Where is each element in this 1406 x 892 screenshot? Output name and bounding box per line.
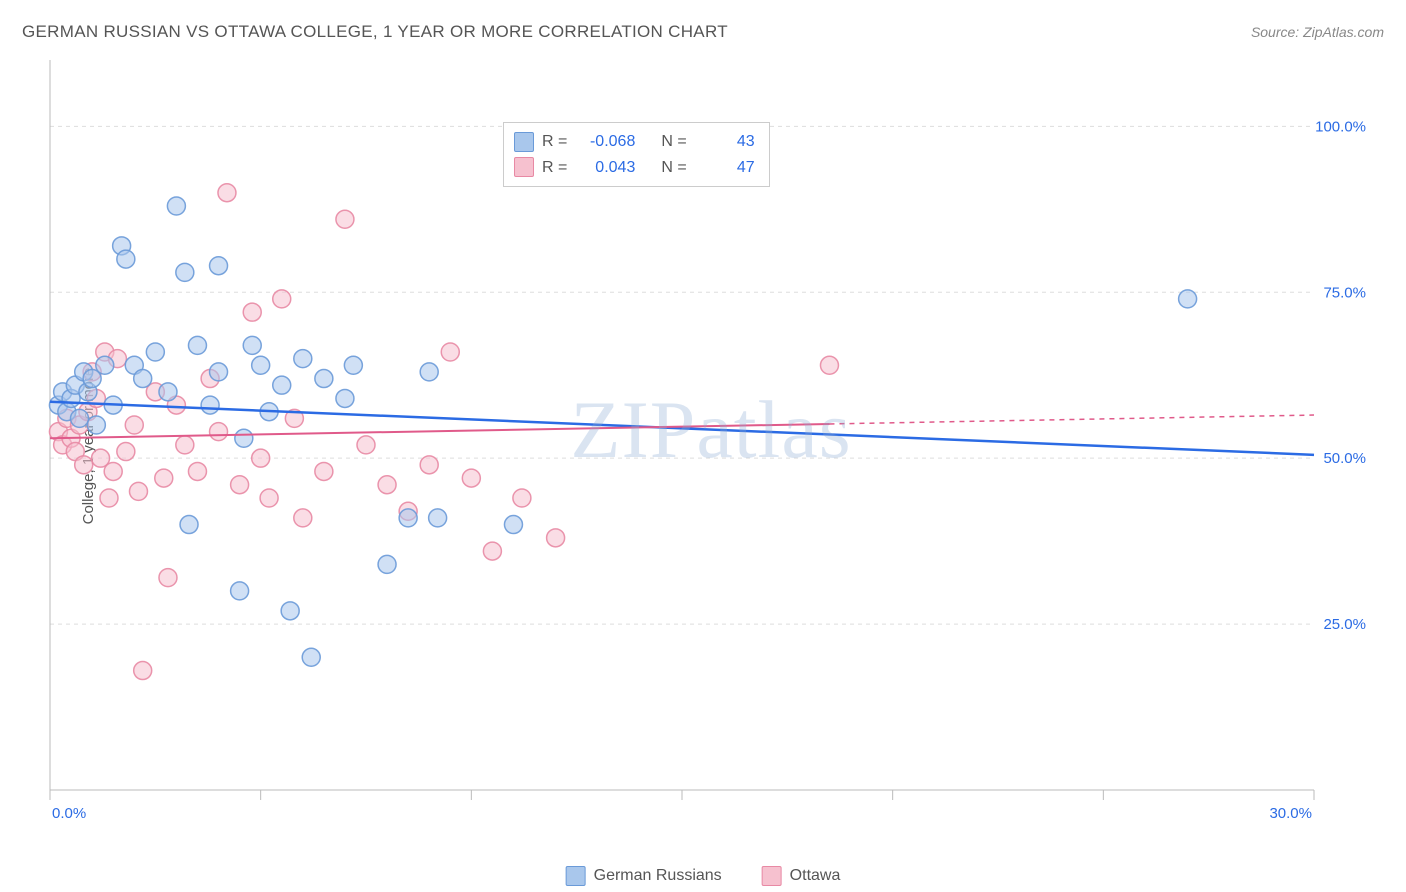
correlation-stats-box: R = -0.068 N = 43 R = 0.043 N = 47	[503, 122, 770, 187]
n-value-series1: 43	[695, 129, 755, 155]
swatch-series1	[566, 866, 586, 886]
swatch-series2	[514, 157, 534, 177]
legend-item-series1: German Russians	[566, 866, 722, 886]
stats-row-series1: R = -0.068 N = 43	[514, 129, 755, 155]
r-label: R =	[542, 155, 567, 181]
legend: German Russians Ottawa	[566, 866, 841, 886]
chart-title: GERMAN RUSSIAN VS OTTAWA COLLEGE, 1 YEAR…	[22, 22, 728, 42]
source-attribution: Source: ZipAtlas.com	[1251, 24, 1384, 40]
legend-item-series2: Ottawa	[762, 866, 841, 886]
chart-area: 25.0%50.0%75.0%100.0%0.0%30.0% ZIPatlas …	[48, 60, 1374, 830]
stats-row-series2: R = 0.043 N = 47	[514, 155, 755, 181]
swatch-series1	[514, 132, 534, 152]
legend-label-series2: Ottawa	[790, 867, 841, 885]
svg-text:0.0%: 0.0%	[52, 805, 86, 822]
svg-text:25.0%: 25.0%	[1323, 616, 1366, 633]
svg-text:100.0%: 100.0%	[1315, 118, 1366, 135]
n-label: N =	[661, 129, 686, 155]
legend-label-series1: German Russians	[594, 867, 722, 885]
n-label: N =	[661, 155, 686, 181]
r-value-series2: 0.043	[575, 155, 635, 181]
r-label: R =	[542, 129, 567, 155]
svg-text:75.0%: 75.0%	[1323, 284, 1366, 301]
svg-text:50.0%: 50.0%	[1323, 450, 1366, 467]
swatch-series2	[762, 866, 782, 886]
r-value-series1: -0.068	[575, 129, 635, 155]
n-value-series2: 47	[695, 155, 755, 181]
svg-text:30.0%: 30.0%	[1269, 805, 1312, 822]
